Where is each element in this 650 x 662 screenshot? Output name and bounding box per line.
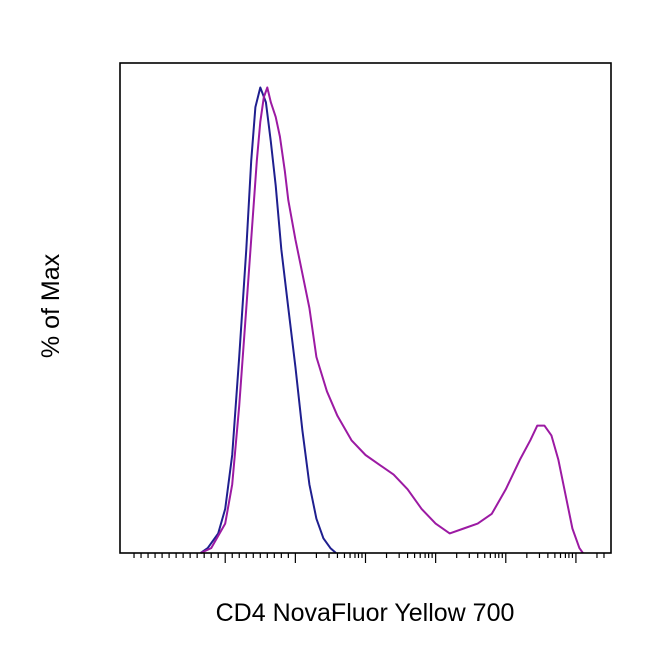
x-axis-title: CD4 NovaFluor Yellow 700 — [216, 599, 515, 627]
series-line-2 — [200, 86, 584, 554]
series-line-1 — [200, 86, 337, 554]
plot-frame — [119, 62, 612, 554]
x-axis-ticks — [133, 553, 605, 563]
series-layer — [200, 86, 584, 554]
y-axis-title: % of Max — [37, 253, 65, 358]
